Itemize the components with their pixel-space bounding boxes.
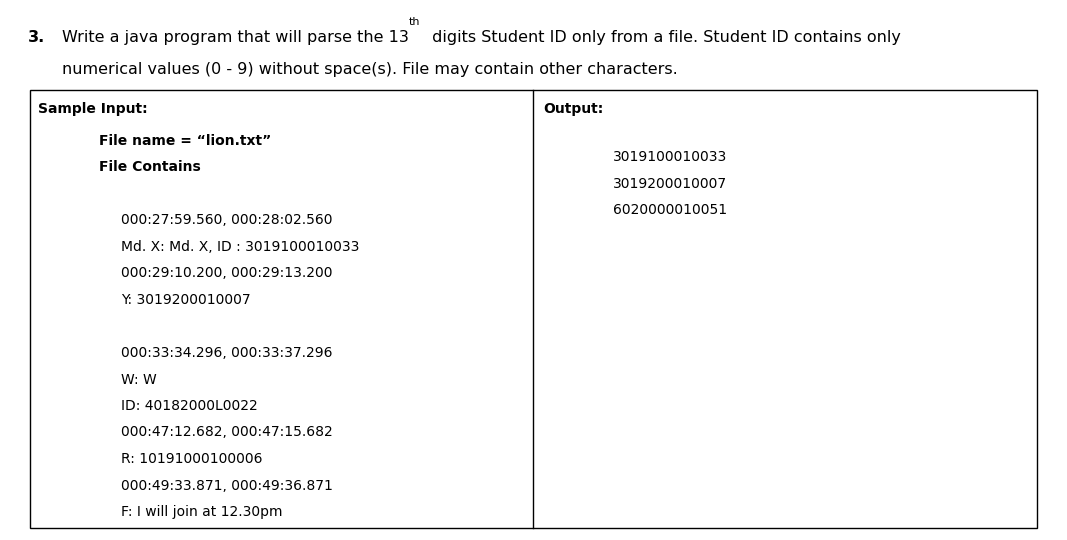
FancyBboxPatch shape bbox=[30, 90, 1037, 528]
Text: 3019200010007: 3019200010007 bbox=[614, 177, 727, 191]
Text: 000:33:34.296, 000:33:37.296: 000:33:34.296, 000:33:37.296 bbox=[121, 346, 332, 360]
Text: R: 10191000100006: R: 10191000100006 bbox=[121, 452, 262, 466]
Text: 000:49:33.871, 000:49:36.871: 000:49:33.871, 000:49:36.871 bbox=[121, 478, 333, 492]
Text: 6020000010051: 6020000010051 bbox=[614, 203, 727, 217]
Text: 000:47:12.682, 000:47:15.682: 000:47:12.682, 000:47:15.682 bbox=[121, 426, 333, 440]
Text: Write a java program that will parse the 13: Write a java program that will parse the… bbox=[62, 30, 409, 45]
Text: Output:: Output: bbox=[543, 102, 603, 116]
Text: Y: 3019200010007: Y: 3019200010007 bbox=[121, 293, 251, 307]
Text: F: I will join at 12.30pm: F: I will join at 12.30pm bbox=[121, 505, 282, 519]
Text: 000:29:10.200, 000:29:13.200: 000:29:10.200, 000:29:13.200 bbox=[121, 267, 332, 280]
Text: numerical values (0 - 9) without space(s). File may contain other characters.: numerical values (0 - 9) without space(s… bbox=[62, 62, 678, 77]
Text: 000:27:59.560, 000:28:02.560: 000:27:59.560, 000:28:02.560 bbox=[121, 213, 332, 227]
Text: File name = “lion.txt”: File name = “lion.txt” bbox=[99, 134, 272, 148]
Text: 3019100010033: 3019100010033 bbox=[614, 150, 728, 164]
Text: ID: 40182000L0022: ID: 40182000L0022 bbox=[121, 399, 257, 413]
Text: digits Student ID only from a file. Student ID contains only: digits Student ID only from a file. Stud… bbox=[427, 30, 901, 45]
Text: 3.: 3. bbox=[28, 30, 45, 45]
Text: Sample Input:: Sample Input: bbox=[38, 102, 147, 116]
Text: W: W: W: W bbox=[121, 373, 157, 387]
Text: Md. X: Md. X, ID : 3019100010033: Md. X: Md. X, ID : 3019100010033 bbox=[121, 240, 360, 254]
Text: File Contains: File Contains bbox=[99, 160, 201, 174]
Text: th: th bbox=[409, 17, 420, 27]
